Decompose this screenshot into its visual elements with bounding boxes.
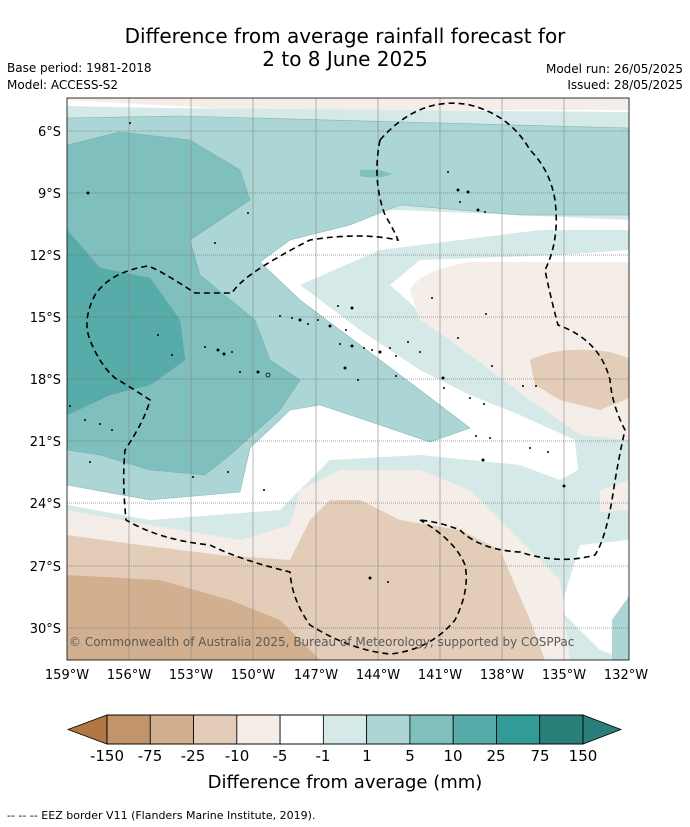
colorbar-cell (106, 714, 151, 745)
lat-tick-12S: 12°S (30, 249, 61, 264)
issued-date: Issued: 28/05/2025 (567, 78, 683, 92)
title-line-2: 2 to 8 June 2025 (262, 47, 428, 71)
colorbar-cell (322, 714, 368, 745)
colorbar-label: 75 (530, 747, 549, 765)
eez-borders (86, 102, 626, 655)
colorbar-cell (539, 714, 584, 745)
colorbar-title: Difference from average (mm) (208, 772, 483, 793)
colorbar-label: -10 (225, 747, 250, 765)
colorbar-cell (496, 714, 541, 745)
lat-tick-30S: 30°S (30, 622, 61, 637)
colorbar-label: -5 (273, 747, 288, 765)
lon-tick-150W: 150°W (231, 668, 275, 683)
lat-tick-15S: 15°S (30, 311, 61, 326)
colorbar-label: 150 (569, 747, 598, 765)
map-attribution: © Commonwealth of Australia 2025, Bureau… (69, 635, 574, 649)
lat-tick-9S: 9°S (38, 187, 61, 202)
lat-tick-27S: 27°S (30, 560, 61, 575)
colorbar-extend-low (66, 714, 108, 745)
colorbar-label: 5 (405, 747, 415, 765)
colorbar-cell (193, 714, 238, 745)
lat-tick-6S: 6°S (38, 125, 61, 140)
lat-tick-18S: 18°S (30, 373, 61, 388)
lon-tick-135W: 135°W (542, 668, 586, 683)
colorbar: -150 -75 -25 -10 -5 -1 1 5 10 25 75 150 … (66, 714, 623, 793)
colorbar-cell (279, 714, 324, 745)
title-line-1: Difference from average rainfall forecas… (124, 24, 566, 48)
colorbar-cell (366, 714, 411, 745)
lon-tick-153W: 153°W (169, 668, 213, 683)
colorbar-label: -25 (181, 747, 206, 765)
base-period: Base period: 1981-2018 (7, 61, 152, 75)
model-run: Model run: 26/05/2025 (545, 62, 683, 76)
colorbar-cell (409, 714, 454, 745)
lon-tick-159W: 159°W (45, 668, 89, 683)
lon-tick-144W: 144°W (356, 668, 400, 683)
colorbar-label: 10 (443, 747, 462, 765)
colorbar-frame (106, 714, 584, 745)
colorbar-label: -150 (90, 747, 124, 765)
colorbar-cell (236, 714, 281, 745)
lon-tick-156W: 156°W (107, 668, 151, 683)
colorbar-cell (452, 714, 497, 745)
lat-tick-21S: 21°S (30, 435, 61, 450)
lat-tick-24S: 24°S (30, 497, 61, 512)
colorbar-label: -1 (316, 747, 331, 765)
rainfall-field (67, 98, 629, 660)
colorbar-extend-high (582, 714, 623, 745)
eez-legend-note: -- -- -- EEZ border V11 (Flanders Marine… (7, 809, 316, 822)
colorbar-label: 1 (362, 747, 372, 765)
colorbar-label: 25 (486, 747, 505, 765)
rainfall-map: © Commonwealth of Australia 2025, Bureau… (30, 97, 648, 793)
colorbar-label: -75 (138, 747, 163, 765)
lon-tick-138W: 138°W (480, 668, 524, 683)
map-frame (66, 97, 630, 661)
lon-tick-147W: 147°W (294, 668, 338, 683)
model-name: Model: ACCESS-S2 (7, 78, 119, 92)
island-markers (69, 122, 566, 583)
lon-tick-132W: 132°W (604, 668, 648, 683)
colorbar-cell (149, 714, 194, 745)
lon-tick-141W: 141°W (418, 668, 462, 683)
lat-gridlines (67, 130, 629, 629)
